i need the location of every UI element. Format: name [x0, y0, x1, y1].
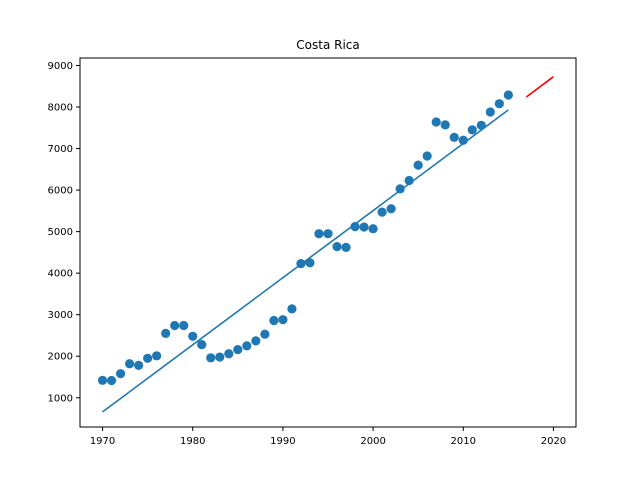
scatter-point [449, 132, 459, 142]
scatter-point [269, 315, 279, 326]
y-tick-label: 6000 [48, 186, 73, 197]
scatter-point [278, 315, 288, 325]
scatter-point [134, 360, 144, 370]
y-tick-label: 4000 [48, 269, 73, 280]
y-tick-label: 5000 [48, 227, 73, 238]
x-tick-label: 2010 [451, 436, 476, 447]
y-tick-label: 7000 [48, 144, 73, 155]
x-tick-label: 1970 [90, 436, 115, 447]
y-tick-label: 2000 [48, 352, 73, 363]
scatter-point [125, 359, 135, 369]
scatter-point [143, 353, 153, 363]
x-tick-label: 1990 [270, 436, 295, 447]
scatter-point [106, 375, 117, 386]
scatter-point [152, 351, 162, 361]
scatter-point [251, 336, 261, 346]
scatter-point [287, 304, 297, 314]
scatter-point [179, 320, 189, 331]
trend-line [102, 109, 509, 413]
scatter-point [115, 369, 126, 379]
scatter-point [413, 160, 423, 170]
y-tick-label: 8000 [48, 103, 73, 114]
scatter-point [440, 120, 450, 130]
scatter-point [161, 328, 171, 338]
scatter-point [368, 224, 378, 234]
scatter-point [242, 341, 252, 351]
scatter-point [305, 258, 315, 268]
scatter-point [377, 207, 387, 217]
y-tick-label: 9000 [48, 61, 73, 72]
scatter-point [97, 375, 108, 385]
x-tick-label: 2000 [360, 436, 385, 447]
scatter-point [386, 204, 396, 214]
scatter-point [233, 344, 243, 355]
axes-frame [79, 57, 577, 428]
scatter-point [314, 229, 324, 239]
scatter-point [224, 349, 234, 359]
axes: 1970 1980 1990 2000 2010 2020 1000 2000 3000 4000… [48, 57, 577, 447]
scatter-point [341, 242, 351, 252]
scatter-point [215, 352, 225, 362]
scatter-point [197, 339, 207, 350]
scatter-point [494, 99, 504, 109]
scatter-point [431, 117, 441, 127]
scatter-point [323, 229, 333, 239]
y-tick-label: 1000 [48, 393, 73, 404]
x-tick-label: 2020 [541, 436, 566, 447]
scatter-point [503, 90, 513, 100]
x-tick-label: 1980 [180, 436, 205, 447]
scatter-point [332, 241, 342, 252]
data-marks [97, 76, 554, 413]
y-tick-label: 3000 [48, 310, 73, 321]
scatter-point [188, 331, 198, 341]
scatter-point [422, 151, 432, 161]
projection-line [525, 76, 554, 98]
scatter-point [350, 222, 360, 232]
scatter-point [467, 125, 477, 135]
scatter-point [206, 353, 216, 363]
scatter-point [260, 329, 270, 339]
chart-title: Costa Rica [296, 38, 359, 52]
scatter-point [170, 320, 180, 331]
scatter-point [485, 107, 495, 117]
scatter-point [395, 184, 405, 194]
scatter-point [359, 222, 369, 232]
